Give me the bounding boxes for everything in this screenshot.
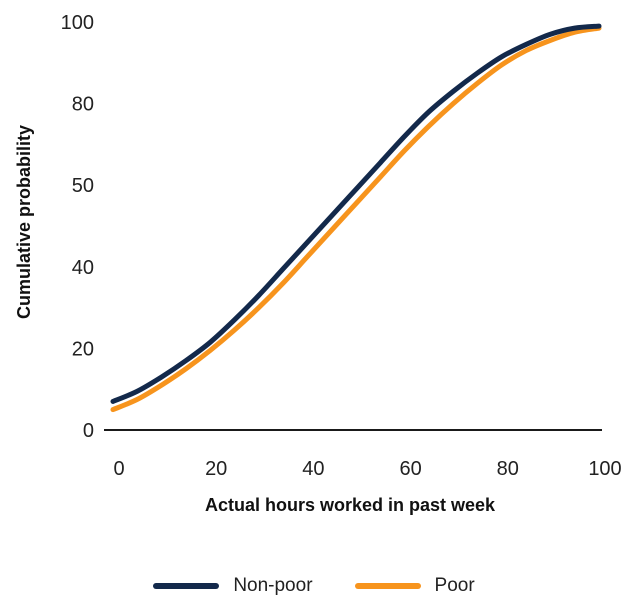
y-tick-label: 20 [72, 338, 94, 360]
x-tick-label: 20 [205, 458, 227, 480]
x-tick-label: 100 [588, 458, 621, 480]
legend-item-poor: Poor [354, 575, 475, 597]
y-axis-ticks: 0 20 40 50 80 100 [61, 12, 94, 442]
series-line-non-poor [110, 23, 602, 404]
y-tick-label: 40 [72, 257, 94, 279]
y-tick-label: 80 [72, 94, 94, 116]
legend-label-poor: Poor [434, 575, 475, 596]
x-tick-label: 60 [399, 458, 421, 480]
series-line-poor [110, 25, 602, 413]
x-tick-label: 80 [497, 458, 519, 480]
legend-label-non-poor: Non-poor [233, 575, 313, 596]
y-tick-label: 100 [61, 12, 94, 34]
x-tick-label: 40 [302, 458, 324, 480]
legend-swatch-poor [354, 583, 421, 589]
y-tick-label: 50 [72, 175, 94, 197]
x-axis-title: Actual hours worked in past week [205, 495, 496, 515]
x-axis-ticks: 0 20 40 60 80 100 [113, 458, 621, 480]
legend: Non-poor Poor [0, 575, 628, 597]
x-tick-label: 0 [113, 458, 124, 480]
y-tick-label: 0 [83, 420, 94, 442]
legend-swatch-non-poor [153, 583, 220, 589]
series-lines [110, 23, 602, 413]
legend-item-non-poor: Non-poor [153, 575, 313, 597]
y-axis-title: Cumulative probability [14, 125, 34, 319]
cumulative-probability-chart: 0 20 40 50 80 100 0 20 40 60 80 100 Actual hours w… [14, 12, 622, 515]
